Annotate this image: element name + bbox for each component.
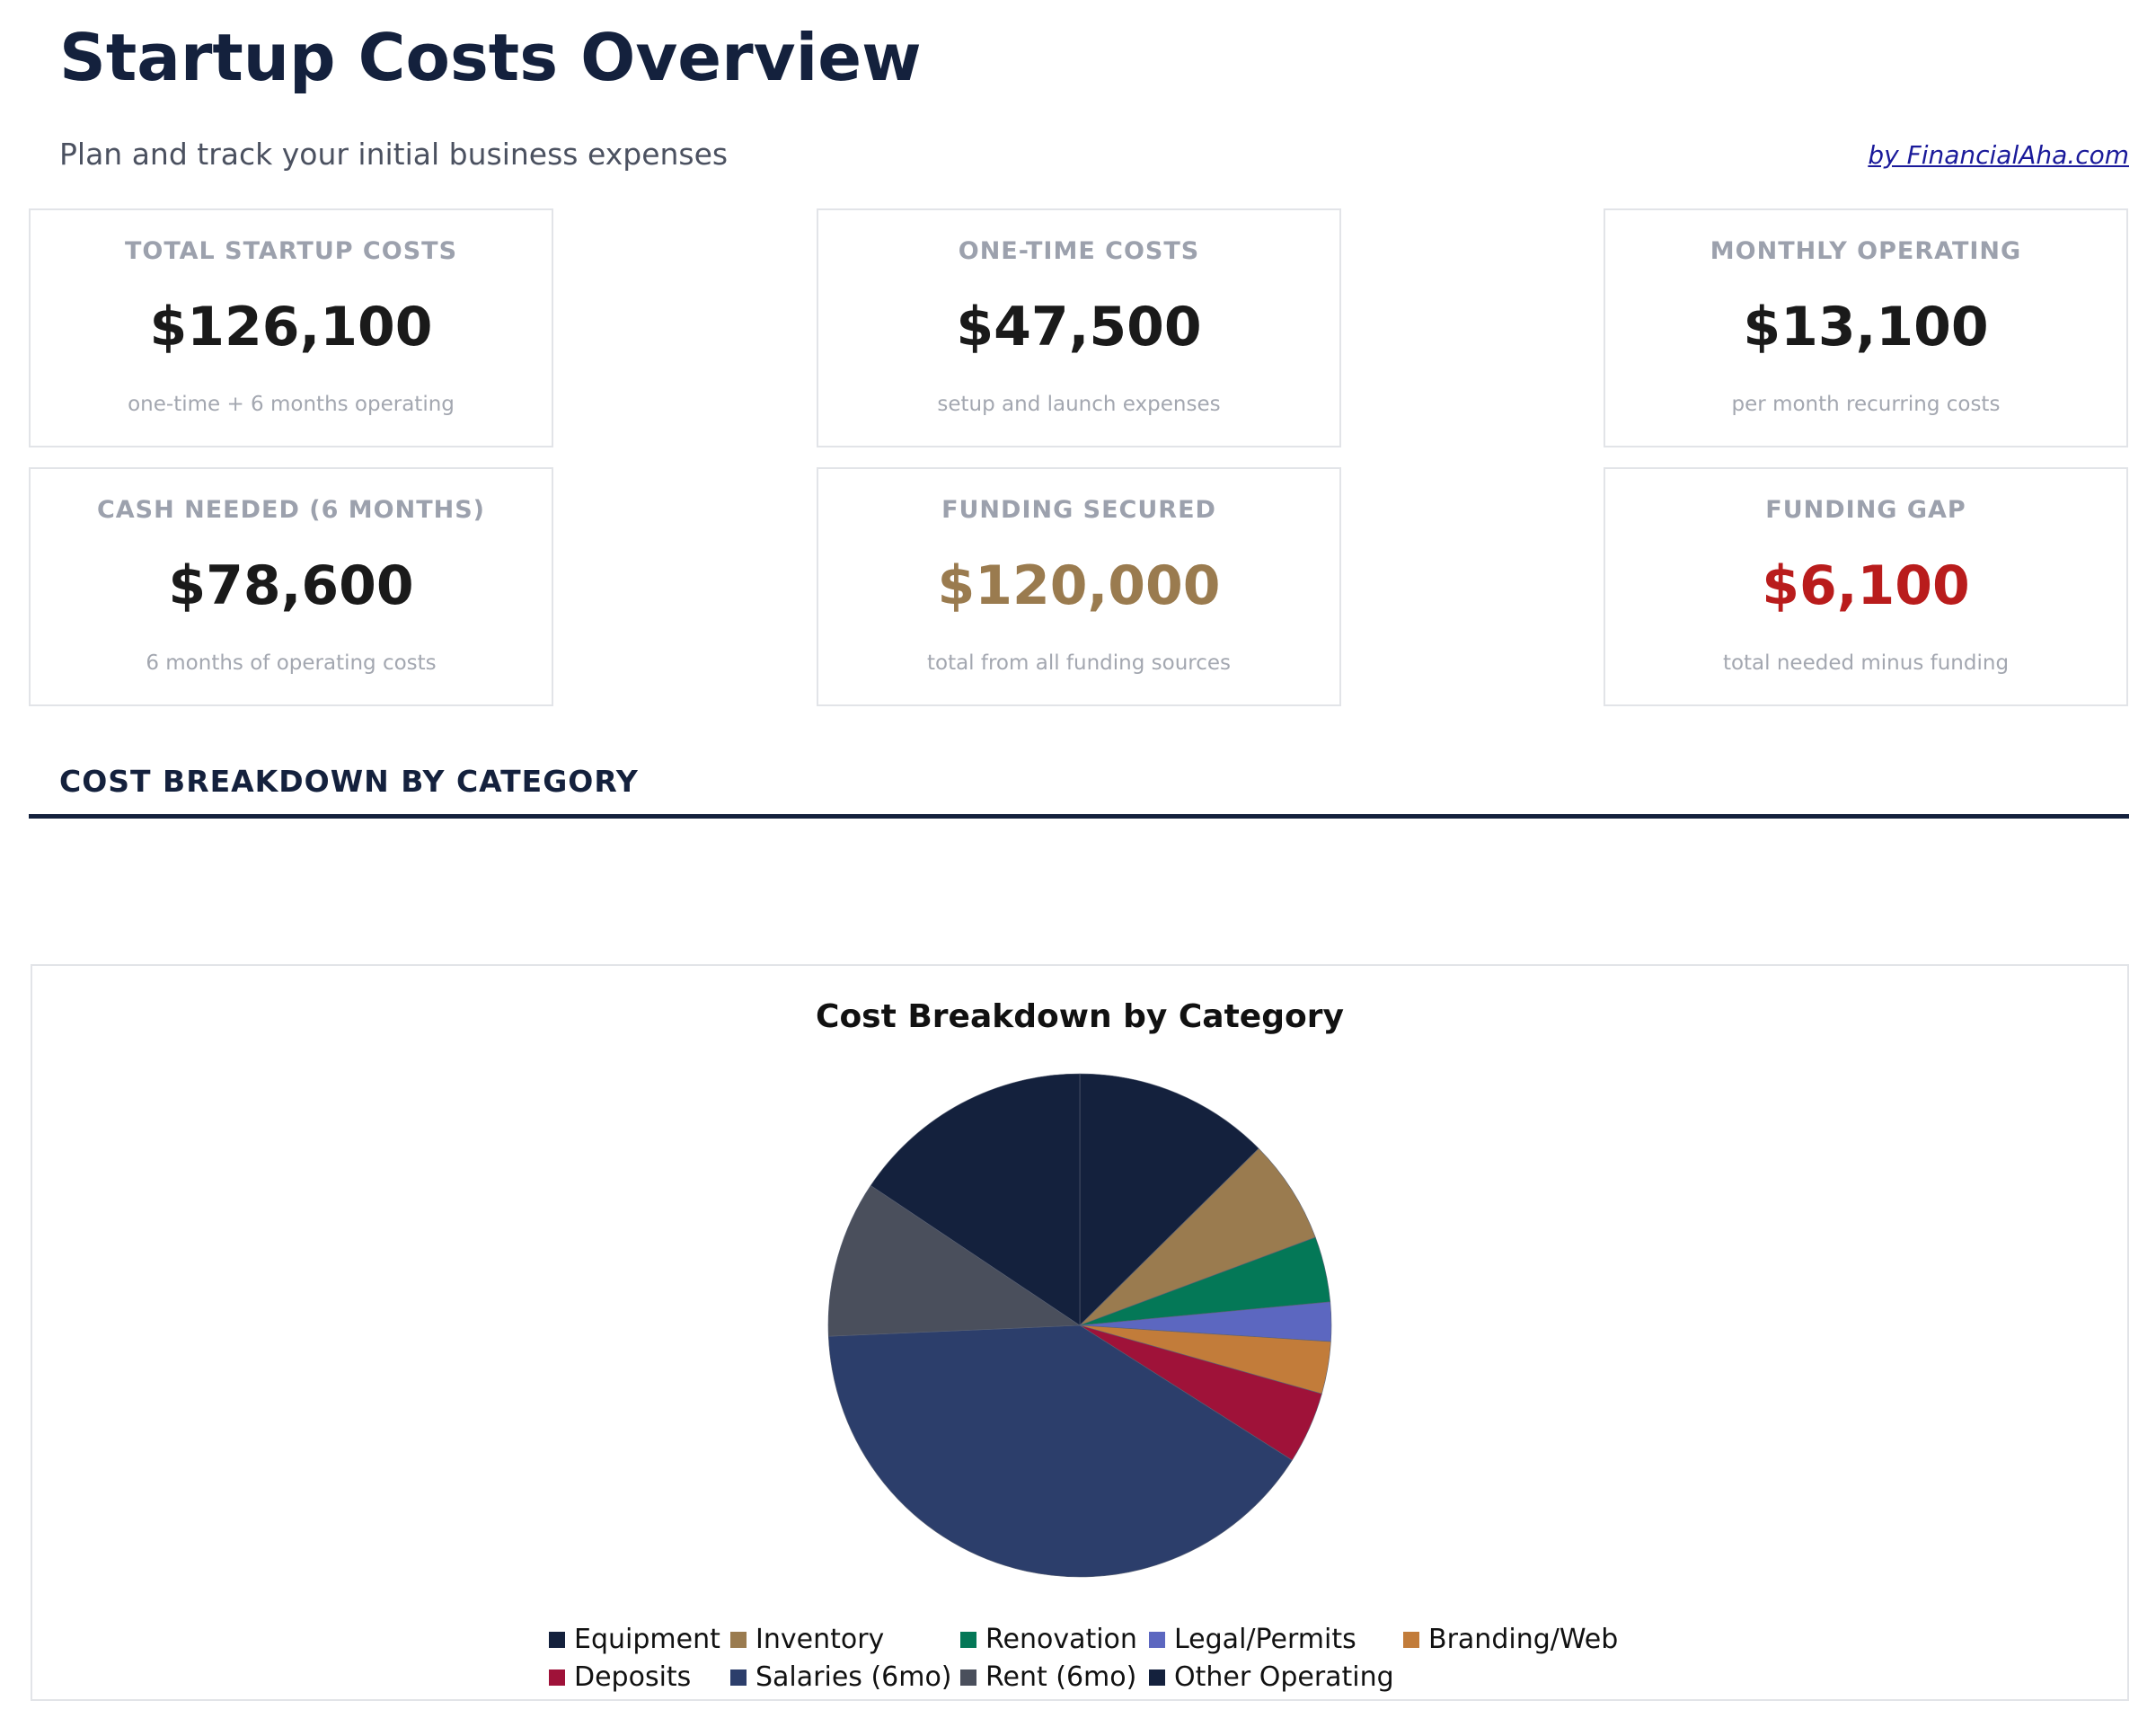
card-subtext: total from all funding sources: [926, 651, 1231, 675]
card-value: $47,500: [956, 296, 1202, 359]
card-one-time-costs: ONE-TIME COSTS $47,500 setup and launch …: [817, 208, 1341, 447]
legend-label: Rent (6mo): [985, 1661, 1137, 1693]
legend-swatch: [960, 1669, 976, 1686]
pie-slice-other-operating: [870, 1073, 1081, 1326]
card-value: $13,100: [1743, 296, 1989, 359]
legend-item: Rent (6mo): [960, 1661, 1136, 1693]
byline-link[interactable]: by FinancialAha.com: [1868, 140, 2129, 170]
card-value: $120,000: [937, 554, 1221, 617]
legend-swatch: [960, 1631, 976, 1648]
card-funding-secured: FUNDING SECURED $120,000 total from all …: [817, 467, 1341, 706]
legend-swatch: [549, 1669, 565, 1686]
pie-chart-panel: Cost Breakdown by Category Equipment Inve…: [31, 964, 2129, 1701]
card-total-startup-costs: TOTAL STARTUP COSTS $126,100 one-time + …: [29, 208, 553, 447]
legend-swatch: [1149, 1631, 1165, 1648]
card-label: FUNDING SECURED: [941, 496, 1216, 524]
legend-item: Renovation: [960, 1624, 1137, 1655]
card-subtext: one-time + 6 months operating: [128, 393, 455, 416]
card-monthly-operating: MONTHLY OPERATING $13,100 per month recu…: [1604, 208, 2128, 447]
chart-title: Cost Breakdown by Category: [816, 998, 1344, 1035]
card-label: ONE-TIME COSTS: [958, 237, 1200, 265]
legend-swatch: [730, 1631, 747, 1648]
legend-label: Branding/Web: [1428, 1624, 1619, 1655]
pie-slice-salaries-6mo: [827, 1324, 1293, 1578]
legend-label: Legal/Permits: [1174, 1624, 1356, 1655]
legend-swatch: [549, 1631, 565, 1648]
legend-item: Legal/Permits: [1149, 1624, 1356, 1655]
section-divider: [29, 814, 2129, 819]
legend-swatch: [1149, 1669, 1165, 1686]
legend-item: Equipment: [549, 1624, 720, 1655]
card-funding-gap: FUNDING GAP $6,100 total needed minus fu…: [1604, 467, 2128, 706]
card-label: TOTAL STARTUP COSTS: [124, 237, 458, 265]
legend-item: Branding/Web: [1403, 1624, 1618, 1655]
legend-item: Salaries (6mo): [730, 1661, 952, 1693]
card-label: CASH NEEDED (6 MONTHS): [96, 496, 486, 524]
legend-label: Other Operating: [1174, 1661, 1394, 1693]
section-heading: COST BREAKDOWN BY CATEGORY: [59, 764, 639, 799]
card-subtext: 6 months of operating costs: [146, 651, 437, 675]
pie-slice-rent-6mo: [827, 1184, 1081, 1337]
legend-item: Inventory: [730, 1624, 884, 1655]
legend-swatch: [1403, 1631, 1419, 1648]
pie-slice-equipment: [1079, 1073, 1259, 1326]
legend-swatch: [730, 1669, 747, 1686]
card-label: FUNDING GAP: [1765, 496, 1966, 524]
legend-label: Deposits: [574, 1661, 692, 1693]
legend-item: Deposits: [549, 1661, 691, 1693]
pie-chart: [827, 1073, 1332, 1578]
legend-label: Inventory: [755, 1624, 885, 1655]
legend-label: Renovation: [985, 1624, 1137, 1655]
card-cash-needed: CASH NEEDED (6 MONTHS) $78,600 6 months …: [29, 467, 553, 706]
card-value: $78,600: [168, 554, 414, 617]
page-title: Startup Costs Overview: [59, 20, 922, 95]
page-subtitle: Plan and track your initial business exp…: [59, 137, 729, 172]
card-subtext: setup and launch expenses: [937, 393, 1221, 416]
card-subtext: per month recurring costs: [1731, 393, 2001, 416]
legend-item: Other Operating: [1149, 1661, 1394, 1693]
card-value: $6,100: [1762, 554, 1970, 617]
card-label: MONTHLY OPERATING: [1710, 237, 2022, 265]
card-value: $126,100: [149, 296, 433, 359]
card-subtext: total needed minus funding: [1722, 651, 2010, 675]
legend-label: Equipment: [574, 1624, 720, 1655]
legend-label: Salaries (6mo): [755, 1661, 952, 1693]
pie-slice-inventory: [1079, 1147, 1316, 1326]
